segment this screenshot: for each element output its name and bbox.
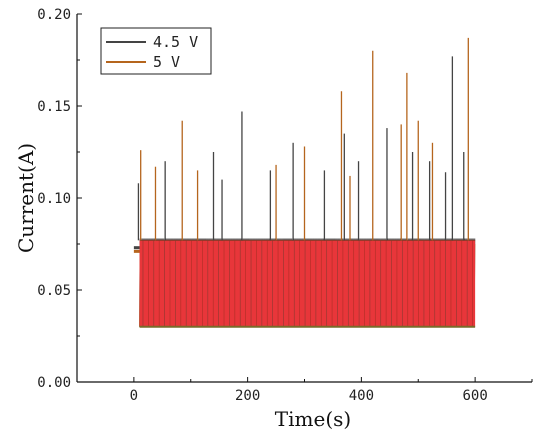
y-axis-title: Current(A)	[14, 143, 38, 253]
legend-box	[100, 27, 212, 75]
y-tick-label: 0.15	[37, 99, 71, 115]
y-tick-label: 0.05	[37, 283, 71, 299]
x-tick-label: 600	[462, 388, 487, 404]
legend: 4.5 V 5 V	[100, 27, 212, 75]
axes: 0.00 0.05 0.10 0.15 0.20 0 200 400 600	[37, 7, 533, 404]
signal-fill-band	[139, 240, 476, 327]
x-tick-label: 400	[349, 388, 374, 404]
y-tick-label: 0.20	[37, 7, 71, 23]
legend-label-4-5v: 4.5 V	[153, 33, 198, 51]
plot-area	[133, 37, 476, 328]
y-tick-label: 0.10	[37, 191, 71, 207]
x-tick-label: 0	[130, 388, 138, 404]
y-tick-label: 0.00	[37, 375, 71, 391]
x-tick-label: 200	[235, 388, 260, 404]
legend-label-5v: 5 V	[153, 53, 180, 71]
x-axis-title: Time(s)	[275, 407, 351, 431]
